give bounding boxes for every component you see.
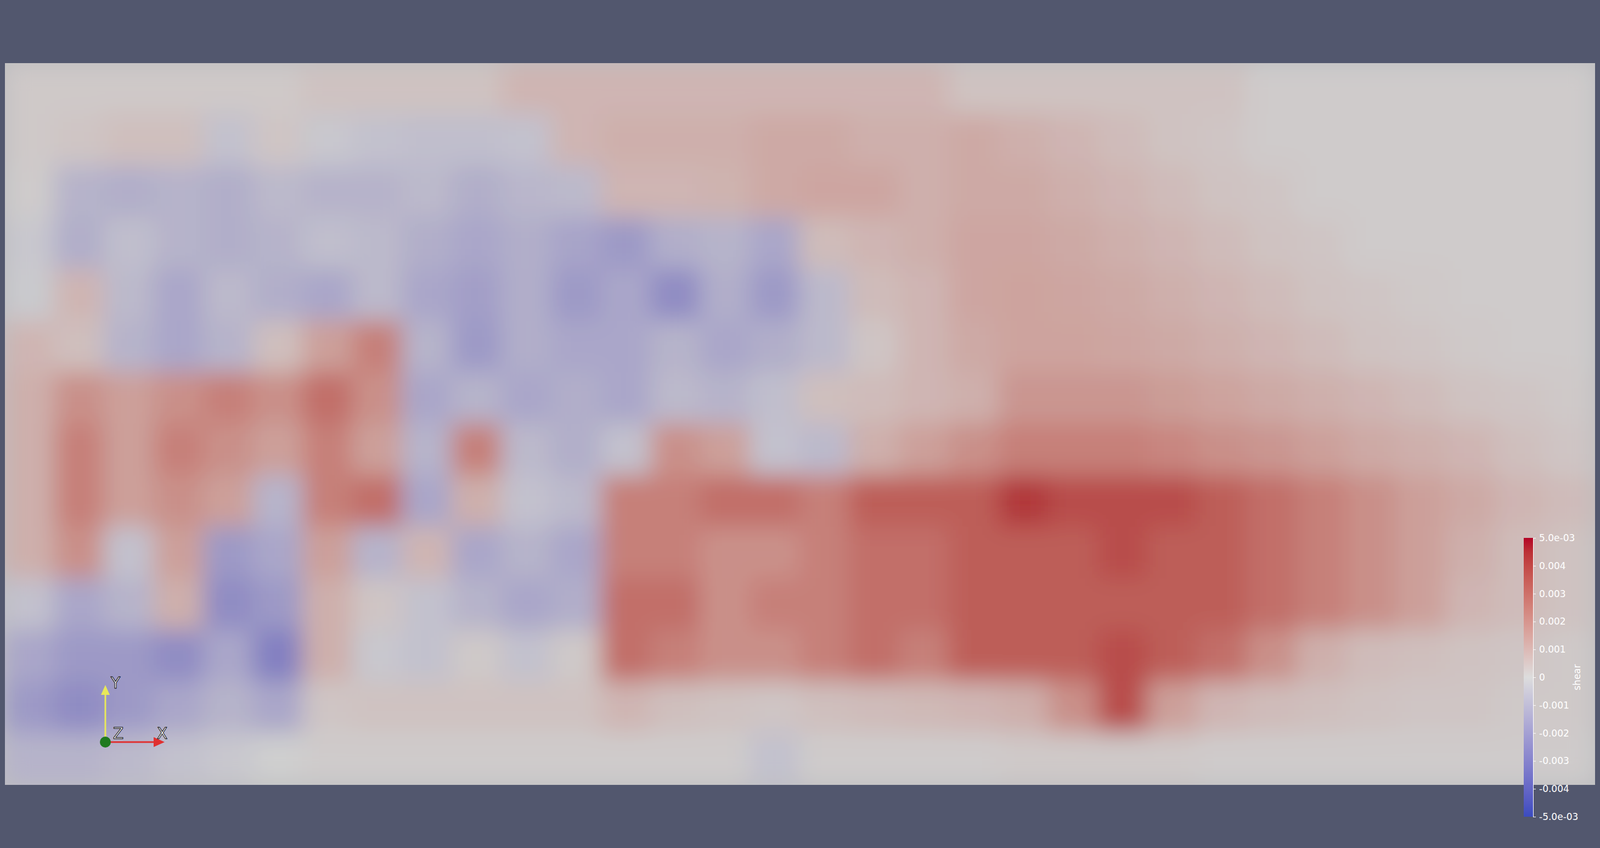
- tick-label: -0.001: [1539, 699, 1570, 711]
- shade: [4, 63, 1596, 785]
- tick-mark: [1533, 621, 1536, 622]
- tick: 0.004: [1533, 560, 1566, 572]
- tick-label: 5.0e-03: [1539, 532, 1575, 544]
- plot-area: [4, 63, 1596, 785]
- background: [0, 0, 1600, 848]
- tick-label: -0.004: [1539, 782, 1570, 794]
- tick-label: 0.004: [1539, 560, 1566, 572]
- tick-label: -0.002: [1539, 727, 1570, 739]
- colorbar-axis-line: [1533, 538, 1537, 818]
- triad-y: [104, 691, 107, 742]
- tick-mark: [1533, 760, 1536, 762]
- tick-mark: [1533, 816, 1536, 818]
- tick-label: -5.0e-03: [1539, 810, 1579, 822]
- tick: -0.001: [1533, 699, 1570, 711]
- tick-mark: [1533, 733, 1536, 734]
- triad-label: Z: [113, 724, 124, 743]
- tick: -0.003: [1533, 755, 1570, 766]
- tick-mark: [1533, 649, 1536, 650]
- tick-mark: [1533, 677, 1536, 678]
- tick: 0.003: [1533, 588, 1566, 600]
- tick-mark: [1533, 565, 1536, 567]
- tick: 5.0e-03: [1533, 532, 1575, 544]
- tick-label: 0.001: [1539, 643, 1566, 655]
- triad-y-arrow: [100, 684, 110, 695]
- colorbar-title: shear: [1571, 663, 1583, 691]
- axes-triad: Y Z X: [99, 673, 168, 748]
- tick-label: -0.003: [1539, 755, 1570, 766]
- tick: -0.002: [1533, 727, 1570, 739]
- tick: 0: [1533, 671, 1546, 683]
- tick-label: 0: [1539, 671, 1546, 683]
- triad-label: X: [156, 724, 168, 743]
- tick: -5.0e-03: [1533, 810, 1579, 822]
- figure: -5.0e-03 -0.004 -0.003 -0.002 -0.001 0 0.001 0.…: [0, 0, 1600, 848]
- tick-mark: [1533, 705, 1536, 706]
- tick: 0.001: [1533, 643, 1566, 655]
- tick-mark: [1533, 788, 1536, 790]
- tick-mark: [1533, 593, 1536, 595]
- tick-label: 0.003: [1539, 588, 1566, 600]
- triad-label: Y: [110, 673, 121, 692]
- tick-label: 0.002: [1539, 615, 1566, 627]
- triad-z: [99, 736, 111, 748]
- plot-background: [4, 63, 1596, 785]
- tick: -0.004: [1533, 782, 1570, 794]
- field: [4, 63, 1596, 785]
- colorbar: [1523, 537, 1534, 817]
- tick: 0.002: [1533, 615, 1566, 627]
- tick-mark: [1533, 537, 1536, 539]
